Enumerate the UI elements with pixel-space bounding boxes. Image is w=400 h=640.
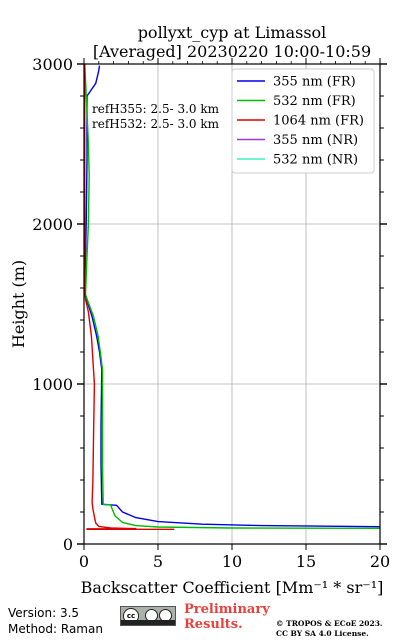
preliminary-results-label: Preliminary Results. xyxy=(184,602,270,632)
series-line-355-nm-fr xyxy=(84,65,380,528)
x-tick-label: 20 xyxy=(370,552,390,571)
y-tick-label: 2000 xyxy=(32,215,73,234)
x-tick-label: 0 xyxy=(79,552,89,571)
method-label: Method: Raman xyxy=(8,622,103,636)
annotation-refh532: refH532: 2.5- 3.0 km xyxy=(92,117,220,131)
copyright-notice: © TROPOS & ECoE 2023. CC BY SA 4.0 Licen… xyxy=(276,619,383,639)
cc-badge-strip xyxy=(121,620,175,625)
legend-label-355-nm-nr: 355 nm (NR) xyxy=(273,133,358,148)
y-tick-label: 3000 xyxy=(32,55,73,74)
preliminary-line-1: Preliminary xyxy=(184,602,270,617)
legend-box xyxy=(231,68,375,174)
x-axis-label: Backscatter Coefficient [Mm⁻¹ * sr⁻¹] xyxy=(81,578,384,597)
y-tick-label: 0 xyxy=(63,535,73,554)
legend-label-355-nm-fr: 355 nm (FR) xyxy=(273,75,356,90)
x-tick-label: 10 xyxy=(222,552,242,571)
legend-label-532-nm-nr: 532 nm (NR) xyxy=(273,153,358,168)
legend-label-532-nm-fr: 532 nm (FR) xyxy=(273,94,356,109)
cc-license-icon: cc xyxy=(120,606,176,626)
backscatter-chart: 0 5 10 15 20 0 1000 2000 3000 pollyxt_cyp at Lim… xyxy=(9,23,390,597)
chart-subtitle: [Averaged] 20230220 10:00-10:59 xyxy=(93,42,371,61)
series-line-532-nm-fr xyxy=(84,64,380,529)
x-tick-label: 5 xyxy=(153,552,163,571)
version-label: Version: 3.5 xyxy=(8,606,80,620)
series-lines xyxy=(84,64,380,530)
copyright-line-1: © TROPOS & ECoE 2023. xyxy=(276,619,383,628)
axis-ticks: 0 5 10 15 20 0 1000 2000 3000 xyxy=(32,55,390,571)
y-axis-label: Height (m) xyxy=(9,260,28,348)
legend-label-1064-nm-fr: 1064 nm (FR) xyxy=(273,114,364,129)
y-tick-label: 1000 xyxy=(32,375,73,394)
annotation-refh355: refH355: 2.5- 3.0 km xyxy=(92,102,220,116)
preliminary-line-2: Results. xyxy=(184,617,243,632)
copyright-line-2: CC BY SA 4.0 License. xyxy=(276,629,369,638)
legend: 355 nm (FR) 532 nm (FR) 1064 nm (FR) 355 nm… xyxy=(231,68,375,174)
chart-title: pollyxt_cyp at Limassol xyxy=(138,23,327,42)
x-tick-label: 15 xyxy=(296,552,316,571)
series-line-1064-nm-fr xyxy=(84,64,175,530)
